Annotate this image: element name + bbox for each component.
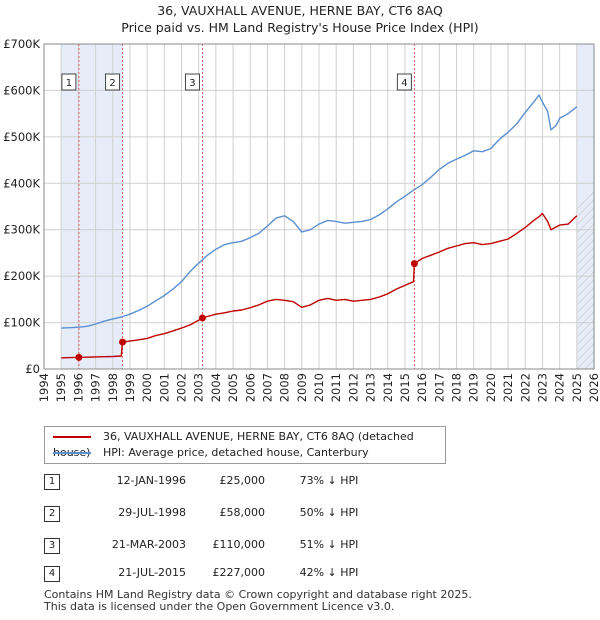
- x-tick-label: 2002: [175, 373, 189, 402]
- sale-date: 21-MAR-2003: [111, 538, 186, 551]
- x-tick-label: 2022: [518, 373, 532, 402]
- sale-hpi-diff: 73% ↓ HPI: [299, 474, 359, 487]
- table-row: 3 21-MAR-2003 £110,000 51% ↓ HPI: [44, 536, 444, 554]
- y-tick-label: £600K: [3, 83, 40, 97]
- legend-item-hpi: HPI: Average price, detached house, Cant…: [53, 445, 369, 461]
- table-row: 1 12-JAN-1996 £25,000 73% ↓ HPI: [44, 472, 444, 490]
- x-tick-label: 1997: [89, 373, 103, 402]
- sale-price: £227,000: [212, 566, 266, 579]
- legend-swatch-hpi: [53, 452, 91, 454]
- x-tick-label: 2025: [570, 373, 584, 402]
- shaded-period: [61, 44, 124, 369]
- x-tick-label: 1994: [37, 373, 51, 402]
- chart-title: 36, VAUXHALL AVENUE, HERNE BAY, CT6 8AQ: [157, 3, 443, 18]
- legend-label-property: 36, VAUXHALL AVENUE, HERNE BAY, CT6 8AQ …: [53, 430, 414, 459]
- sale-date: 12-JAN-1996: [116, 474, 186, 487]
- series-line-property: [61, 212, 578, 359]
- sale-point: [119, 338, 127, 346]
- x-tick-label: 2000: [140, 373, 154, 402]
- plot-frame: [43, 43, 595, 370]
- chart-subtitle: Price paid vs. HM Land Registry's House …: [121, 20, 479, 35]
- sale-label-box: [184, 73, 200, 91]
- y-tick-label: £400K: [3, 176, 40, 190]
- x-tick-label: 2023: [535, 373, 549, 402]
- series-line-hpi: [61, 94, 578, 329]
- x-tick-label: 2007: [260, 373, 274, 402]
- footer-copyright: Contains HM Land Registry data © Crown c…: [44, 588, 472, 601]
- sale-number-badge: 1: [44, 474, 60, 490]
- x-tick-label: 1995: [54, 373, 68, 402]
- x-tick-label: 2014: [381, 373, 395, 402]
- sale-price: £110,000: [212, 538, 266, 551]
- x-tick-label: 2021: [501, 373, 515, 402]
- y-tick-label: £0: [25, 362, 40, 376]
- x-tick-label: 2018: [450, 373, 464, 402]
- x-tick-label: 1998: [106, 373, 120, 402]
- y-tick-label: £100K: [3, 316, 40, 330]
- table-row: 2 29-JUL-1998 £58,000 50% ↓ HPI: [44, 504, 444, 522]
- hatch-line: [576, 303, 594, 322]
- legend-item-property: 36, VAUXHALL AVENUE, HERNE BAY, CT6 8AQ …: [53, 429, 445, 459]
- sale-hpi-diff: 42% ↓ HPI: [299, 566, 359, 579]
- table-row: 4 21-JUL-2015 £227,000 42% ↓ HPI: [44, 564, 444, 582]
- sale-point: [75, 353, 83, 361]
- x-tick-label: 2003: [192, 373, 206, 402]
- sale-label-text: 3: [189, 78, 195, 89]
- legend-label-hpi: HPI: Average price, detached house, Cant…: [103, 446, 369, 459]
- x-tick-label: 2024: [553, 373, 567, 402]
- sale-hpi-diff: 50% ↓ HPI: [299, 506, 359, 519]
- x-tick-label: 2005: [226, 373, 240, 402]
- x-tick-label: 2020: [484, 373, 498, 402]
- sale-label-box: [396, 73, 412, 91]
- x-tick-label: 2012: [346, 373, 360, 402]
- x-tick-label: 2019: [467, 373, 481, 402]
- x-tick-label: 2004: [209, 373, 223, 402]
- sale-date: 21-JUL-2015: [118, 566, 186, 579]
- x-tick-label: 1999: [123, 373, 137, 402]
- x-tick-label: 2013: [364, 373, 378, 402]
- sale-date: 29-JUL-1998: [118, 506, 186, 519]
- x-tick-label: 2015: [398, 373, 412, 402]
- sale-hpi-diff: 51% ↓ HPI: [299, 538, 359, 551]
- x-tick-label: 2010: [312, 373, 326, 402]
- sale-number-badge: 3: [44, 538, 60, 554]
- y-tick-label: £200K: [3, 269, 40, 283]
- x-tick-label: 2009: [295, 373, 309, 402]
- legend-swatch-property: [53, 436, 91, 438]
- sale-label-text: 4: [401, 78, 407, 89]
- legend: 36, VAUXHALL AVENUE, HERNE BAY, CT6 8AQ …: [44, 426, 446, 464]
- sale-number-badge: 2: [44, 506, 60, 522]
- y-tick-label: £700K: [3, 37, 40, 51]
- sale-label-text: 2: [109, 78, 115, 89]
- sale-label-box: [105, 73, 121, 91]
- x-tick-label: 2006: [243, 373, 257, 402]
- shaded-period: [576, 44, 594, 369]
- line-chart: 1 2 3 4 £0 £100K £200K £300K £400K £500K £600K £700…: [3, 37, 600, 402]
- hatch-line: [576, 311, 594, 330]
- sale-point: [198, 314, 206, 322]
- hatch-line: [576, 191, 594, 210]
- footer-licence: This data is licensed under the Open Gov…: [44, 600, 395, 613]
- sale-label-text: 1: [66, 78, 72, 89]
- x-tick-label: 2016: [415, 373, 429, 402]
- x-tick-label: 2026: [587, 373, 600, 402]
- sale-number-badge: 4: [44, 566, 60, 582]
- x-tick-label: 1996: [71, 373, 85, 402]
- x-tick-label: 2011: [329, 373, 343, 402]
- x-tick-label: 2001: [157, 373, 171, 402]
- hatch-line: [576, 199, 594, 218]
- y-tick-label: £500K: [3, 130, 40, 144]
- x-tick-label: 2017: [432, 373, 446, 402]
- sale-point: [410, 260, 418, 268]
- y-tick-label: £300K: [3, 223, 40, 237]
- footer: Contains HM Land Registry data © Crown c…: [44, 589, 472, 613]
- sale-price: £25,000: [219, 474, 266, 487]
- sale-label-box: [61, 73, 77, 91]
- x-tick-label: 2008: [278, 373, 292, 402]
- sale-price: £58,000: [219, 506, 266, 519]
